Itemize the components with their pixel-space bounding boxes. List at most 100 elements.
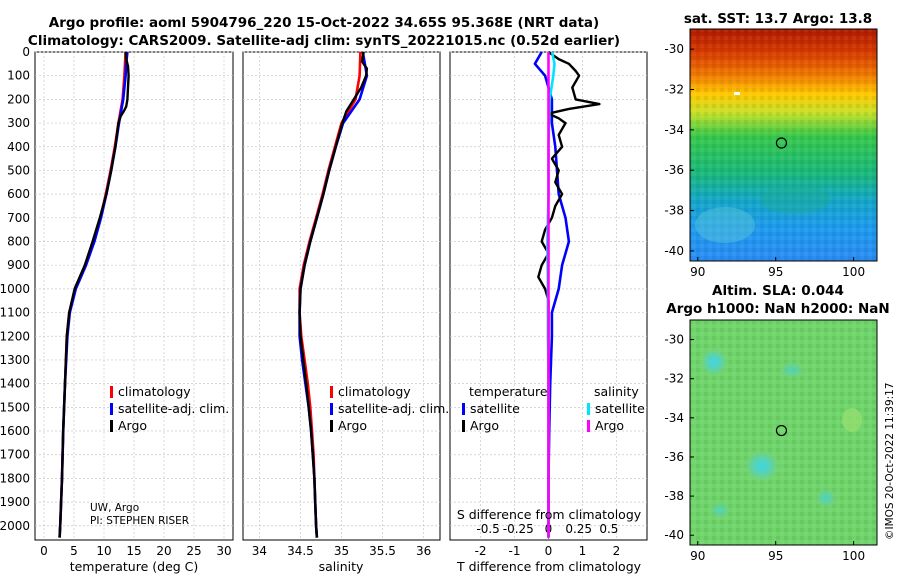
map-y-tick-label: -40 bbox=[664, 528, 684, 542]
sst-texture bbox=[690, 29, 877, 261]
legend-label-s-satellite: satellite bbox=[595, 401, 645, 416]
x-tick-label: 35 bbox=[334, 544, 349, 558]
argo-position-marker bbox=[775, 424, 788, 437]
legend-label-climatology: climatology bbox=[338, 384, 411, 399]
x-tick-label: 35.5 bbox=[369, 544, 396, 558]
sla-map bbox=[689, 319, 878, 546]
map-x-tick-label: 95 bbox=[768, 549, 783, 563]
s-diff-tick-label: 0.5 bbox=[599, 522, 618, 536]
legend-title-temperature: temperature bbox=[469, 384, 548, 399]
series-line-argo bbox=[298, 51, 369, 538]
depth-tick-label: 700 bbox=[7, 211, 30, 225]
temperature-legend: climatology satellite-adj. clim. Argo bbox=[110, 384, 229, 433]
depth-tick-label: 500 bbox=[7, 163, 30, 177]
sla-map-title-1: Altim. SLA: 0.044 bbox=[712, 283, 844, 299]
argo-position-marker bbox=[775, 137, 788, 149]
x-tick-label: 34.5 bbox=[287, 544, 314, 558]
sst-patch bbox=[760, 186, 830, 214]
s-difference-axis-label: S difference from climatology bbox=[457, 507, 642, 522]
x-tick-label: -1 bbox=[509, 544, 521, 558]
legend-label-satellite: satellite-adj. clim. bbox=[118, 401, 229, 416]
series-line-satellite-adj-clim- bbox=[298, 51, 369, 538]
legend-label-t-argo: Argo bbox=[470, 418, 499, 433]
legend-swatch-argo bbox=[330, 420, 333, 432]
x-tick-label: 25 bbox=[186, 544, 201, 558]
depth-tick-label: 1200 bbox=[0, 329, 30, 343]
x-tick-label: 0 bbox=[40, 544, 48, 558]
map-y-tick-label: -36 bbox=[664, 450, 684, 464]
s-diff-tick-label: -0.5 bbox=[476, 522, 499, 536]
depth-tick-label: 0 bbox=[22, 45, 30, 59]
sla-eddy bbox=[708, 500, 732, 520]
legend-label-t-satellite: satellite bbox=[470, 401, 520, 416]
depth-tick-label: 1600 bbox=[0, 424, 30, 438]
depth-tick-label: 1300 bbox=[0, 353, 30, 367]
x-tick-label: 1 bbox=[579, 544, 587, 558]
legend-title-salinity: salinity bbox=[594, 384, 639, 399]
map-y-tick-label: -40 bbox=[664, 244, 684, 258]
legend-swatch-s-satellite bbox=[587, 403, 590, 415]
map-ticks: 90 95 100 -30 -32 -34 -36 -38 -40 90 95 100 -30 -32 -3… bbox=[664, 42, 865, 563]
map-x-tick-label: 100 bbox=[842, 549, 865, 563]
legend-swatch-argo bbox=[110, 420, 113, 432]
sla-eddy bbox=[778, 360, 806, 380]
legend-swatch-t-argo bbox=[462, 420, 465, 432]
x-tick-label: 5 bbox=[70, 544, 78, 558]
depth-tick-label: 400 bbox=[7, 140, 30, 154]
legend-label-argo: Argo bbox=[338, 418, 367, 433]
map-x-tick-label: 90 bbox=[690, 265, 705, 279]
profile-lines bbox=[58, 51, 601, 538]
float-owner: UW, Argo bbox=[90, 502, 139, 514]
legend-swatch-satellite bbox=[330, 403, 333, 415]
legend-label-s-argo: Argo bbox=[595, 418, 624, 433]
sst-map-frame bbox=[689, 28, 878, 262]
x-tick-label: 34 bbox=[252, 544, 267, 558]
sst-map-title: sat. SST: 13.7 Argo: 13.8 bbox=[684, 11, 872, 27]
x-tick-label: 2 bbox=[613, 544, 621, 558]
grid-lines bbox=[35, 51, 647, 540]
temperature-axis-label: temperature (deg C) bbox=[70, 559, 199, 574]
legend-swatch-s-argo bbox=[587, 420, 590, 432]
map-y-tick-label: -30 bbox=[664, 333, 684, 347]
map-y-tick-label: -34 bbox=[664, 411, 684, 425]
x-tick-label: -2 bbox=[475, 544, 487, 558]
depth-tick-label: 600 bbox=[7, 187, 30, 201]
salinity-axis-label: salinity bbox=[319, 559, 364, 574]
x-tick-label: 20 bbox=[156, 544, 171, 558]
x-tick-label: 30 bbox=[216, 544, 231, 558]
x-tick-label: 15 bbox=[126, 544, 141, 558]
map-y-tick-label: -38 bbox=[664, 489, 684, 503]
depth-tick-label: 2000 bbox=[0, 519, 30, 533]
depth-tick-label: 1500 bbox=[0, 400, 30, 414]
map-x-tick-label: 100 bbox=[842, 265, 865, 279]
figure-title-2: Climatology: CARS2009. Satellite-adj cli… bbox=[28, 33, 620, 49]
difference-legend-salinity: salinity satellite Argo bbox=[587, 384, 645, 433]
sla-eddy bbox=[698, 346, 730, 378]
depth-tick-labels: 0 100 200 300 400 500 600 700 800 900 1000 1100 1200… bbox=[0, 45, 30, 533]
sst-map bbox=[689, 28, 878, 262]
depth-tick-label: 1400 bbox=[0, 377, 30, 391]
depth-tick-label: 100 bbox=[7, 69, 30, 83]
depth-tick-label: 200 bbox=[7, 92, 30, 106]
x-tick-label: 0 bbox=[545, 544, 553, 558]
depth-tick-label: 900 bbox=[7, 258, 30, 272]
series-line-climatology bbox=[298, 51, 362, 538]
legend-swatch-t-satellite bbox=[462, 403, 465, 415]
legend-swatch-satellite bbox=[110, 403, 113, 415]
sst-missing-pixel bbox=[734, 92, 740, 95]
legend-label-satellite: satellite-adj. clim. bbox=[338, 401, 449, 416]
depth-tick-label: 300 bbox=[7, 116, 30, 130]
map-y-tick-label: -36 bbox=[664, 163, 684, 177]
sla-eddy bbox=[742, 448, 782, 484]
float-pi: PI: STEPHEN RISER bbox=[90, 515, 189, 527]
x-tick-labels: 0 5 10 15 20 25 30 34 34.5 35 35.5 36 -2 -1 0 1 2 -0.5 -0.… bbox=[40, 522, 620, 558]
legend-swatch-climatology bbox=[110, 386, 113, 398]
s-diff-tick-label: -0.25 bbox=[503, 522, 534, 536]
sla-patch bbox=[842, 408, 862, 432]
sla-map-title-2: Argo h1000: NaN h2000: NaN bbox=[666, 301, 889, 317]
figure-title-1: Argo profile: aoml 5904796_220 15-Oct-20… bbox=[49, 15, 599, 31]
sla-map-frame bbox=[689, 319, 878, 546]
series-line-climatology bbox=[58, 51, 127, 538]
t-difference-axis-label: T difference from climatology bbox=[456, 559, 642, 574]
